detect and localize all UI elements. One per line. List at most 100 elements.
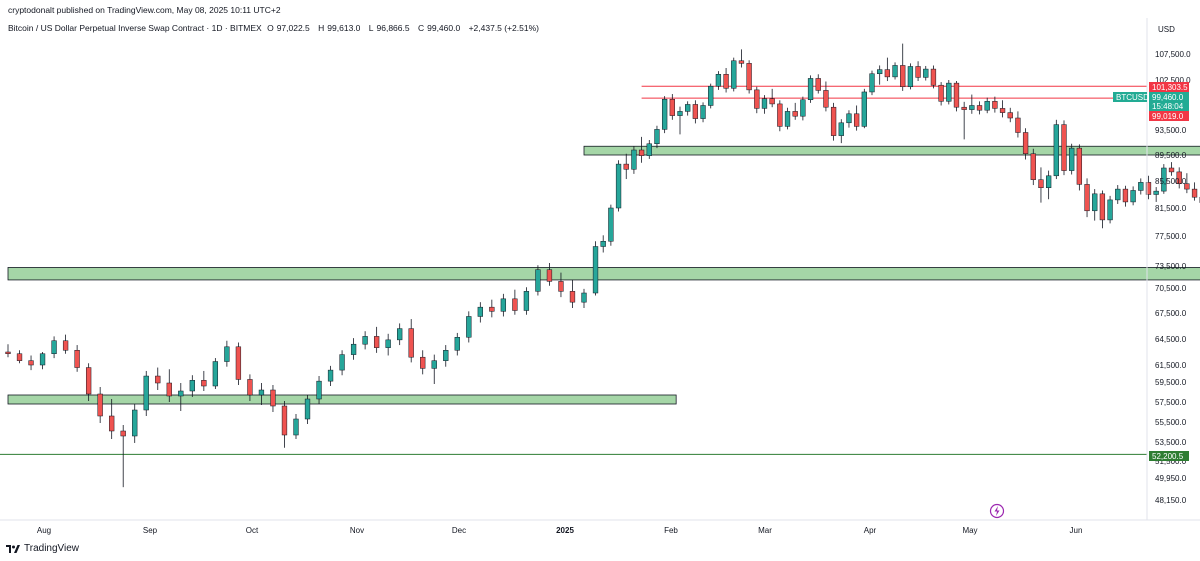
support-zone-3[interactable] (7, 394, 677, 405)
candle (28, 355, 34, 371)
candle-body (166, 382, 172, 397)
candle-body (738, 60, 745, 64)
candle-body (212, 361, 219, 387)
candle-body (815, 78, 821, 91)
candle (623, 153, 629, 180)
y-tick-label: 70,500.0 (1155, 284, 1187, 293)
candle (669, 94, 675, 120)
candle (546, 263, 553, 286)
candle-body (201, 380, 207, 387)
candle (746, 60, 752, 94)
x-tick-label: Oct (246, 526, 259, 535)
candle-body (362, 336, 368, 345)
candle (708, 83, 714, 109)
candle (1099, 190, 1106, 229)
candle-body (327, 369, 334, 382)
publisher-line: cryptodonalt published on TradingView.co… (8, 5, 281, 15)
candle-body (535, 269, 541, 292)
candle (293, 414, 299, 439)
support-zone-1[interactable] (583, 145, 1200, 156)
ohlc-open: O 97,022.5 (267, 23, 310, 33)
candle (1007, 107, 1013, 123)
candle (807, 75, 814, 103)
candle (677, 106, 683, 135)
candle (700, 102, 706, 123)
candle-body (608, 207, 614, 242)
candle-body (1069, 147, 1075, 171)
candles-layer (5, 43, 1200, 488)
support-zone-2[interactable] (7, 267, 1200, 281)
candle-body (1030, 153, 1036, 180)
candle-body (489, 306, 495, 312)
candle-body (304, 398, 311, 420)
candle-body (1168, 167, 1175, 173)
candle-body (830, 106, 837, 136)
candle (646, 140, 652, 159)
candle-body (915, 66, 921, 78)
candle (397, 323, 403, 346)
x-tick-label: Jun (1070, 526, 1083, 535)
lightning-icon[interactable] (989, 503, 1005, 519)
price-label-text: 52,200.5 (1152, 452, 1184, 461)
candle-body (477, 306, 483, 317)
candle (615, 160, 622, 212)
candle-body (443, 350, 449, 361)
candle-body (1145, 182, 1152, 195)
candle-body (1061, 124, 1067, 171)
candle (489, 299, 495, 318)
price-label-box (1149, 451, 1189, 461)
x-tick-label: 2025 (556, 526, 574, 535)
price-label-5: 99,019.0 (1149, 111, 1189, 121)
x-tick-label: Feb (664, 526, 678, 535)
candle-body (708, 85, 714, 106)
candle (1053, 119, 1059, 180)
candle-body (189, 380, 195, 392)
candle-body (581, 292, 587, 303)
candle (535, 265, 541, 296)
candle (692, 100, 699, 124)
candle (1107, 195, 1113, 224)
candle-body (792, 111, 798, 117)
candle-body (715, 74, 722, 87)
candle (915, 61, 921, 82)
candle (777, 100, 783, 132)
y-axis: 107,500.0102,500.097,500.093,500.089,500… (1155, 50, 1191, 505)
candle-body (546, 269, 553, 282)
price-label-6: 52,200.5 (1149, 451, 1189, 461)
candle-body (846, 113, 852, 124)
ohlc-change: +2,437.5 (+2.51%) (468, 23, 539, 33)
candle (1191, 182, 1198, 201)
currency-label: USD (1158, 25, 1175, 34)
y-tick-label: 67,500.0 (1155, 309, 1187, 318)
candle-body (454, 337, 460, 351)
x-tick-label: Dec (452, 526, 466, 535)
candle-body (654, 129, 660, 144)
candle-body (1015, 117, 1021, 133)
candle (362, 331, 368, 350)
candle-body (350, 343, 357, 355)
tradingview-logo[interactable]: TradingView (6, 543, 79, 554)
candle (132, 404, 138, 443)
candle (1122, 185, 1129, 207)
candle-body (723, 74, 729, 89)
price-label-text: 99,019.0 (1152, 112, 1184, 121)
candle (1176, 167, 1182, 189)
zones-layer (7, 145, 1200, 405)
symbol-title: Bitcoin / US Dollar Perpetual Inverse Sw… (8, 23, 262, 33)
y-tick-label: 81,500.0 (1155, 204, 1187, 213)
candle (420, 350, 426, 375)
candle-body (1022, 132, 1029, 154)
y-tick-label: 51,500.0 (1155, 457, 1187, 466)
candle-body (961, 106, 967, 110)
tradingview-brand: TradingView (24, 543, 80, 554)
y-tick-label: 77,500.0 (1155, 232, 1187, 241)
candle-body (823, 90, 829, 108)
candle (1022, 128, 1029, 160)
candle-body (592, 246, 599, 294)
candle-body (946, 82, 952, 102)
candle (1184, 173, 1190, 194)
x-tick-label: Nov (350, 526, 364, 535)
price-label-box (1149, 101, 1189, 111)
candle-body (224, 346, 230, 362)
